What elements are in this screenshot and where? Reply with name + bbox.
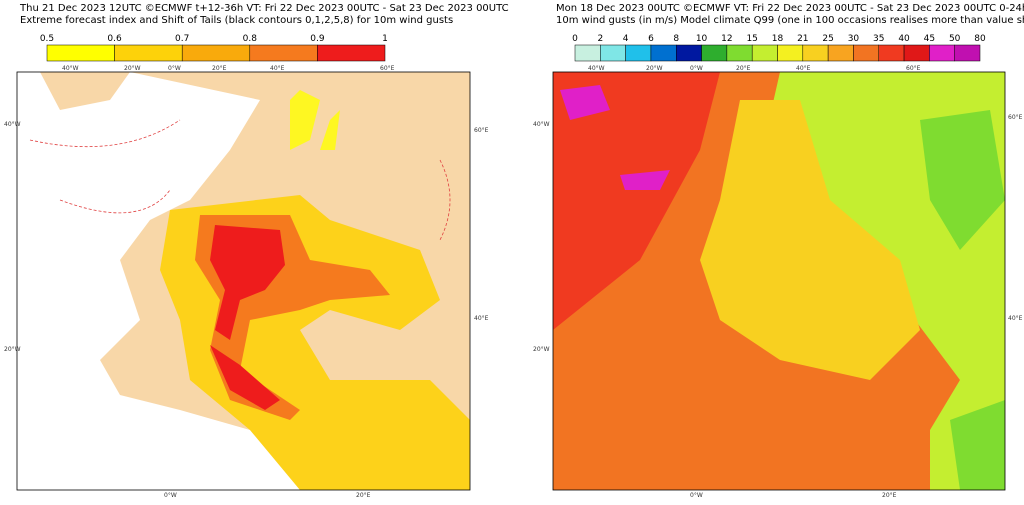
map-grid-label: 60°E <box>1008 114 1023 121</box>
colorbar-label: 0.5 <box>40 34 54 44</box>
map-grid-label: 0°W <box>168 65 181 72</box>
colorbar-segment <box>903 44 930 62</box>
colorbar-label: 4 <box>623 34 629 44</box>
colorbar-segment <box>878 44 905 62</box>
colorbar-segment <box>827 44 854 62</box>
map-grid-label: 40°W <box>62 65 79 72</box>
colorbar-label: 40 <box>898 34 910 44</box>
colorbar-label: 0.6 <box>107 34 122 44</box>
colorbar-segment <box>751 44 778 62</box>
header-line: 10m wind gusts (in m/s) Model climate Q9… <box>556 15 1024 26</box>
colorbar-label: 1 <box>382 34 388 44</box>
header-line: Thu 21 Dec 2023 12UTC ©ECMWF t+12-36h VT… <box>19 3 509 14</box>
colorbar-segment <box>249 44 318 62</box>
map-grid-label: 20°E <box>356 492 371 499</box>
map-grid-label: 0°W <box>690 65 703 72</box>
colorbar-label: 30 <box>848 34 860 44</box>
colorbar-segment <box>929 44 955 62</box>
colorbar-segment <box>650 44 677 62</box>
colorbar-label: 50 <box>949 34 961 44</box>
colorbar-label: 0.7 <box>175 34 189 44</box>
colorbar-segment <box>114 44 183 62</box>
map-grid-label: 20°E <box>736 65 751 72</box>
map-grid-label: 40°E <box>270 65 285 72</box>
colorbar-label: 2 <box>597 34 603 44</box>
colorbar-label: 6 <box>648 34 654 44</box>
map-grid-label: 40°E <box>1008 315 1023 322</box>
colorbar-label: 25 <box>822 34 833 44</box>
colorbar-label: 12 <box>721 34 732 44</box>
colorbar-segment <box>701 44 728 62</box>
colorbar-label: 10 <box>696 34 708 44</box>
colorbar-segment <box>574 44 601 62</box>
colorbar-label: 15 <box>746 34 757 44</box>
colorbar-segment <box>600 44 626 62</box>
map-grid-label: 0°W <box>690 492 703 499</box>
colorbar-segment <box>676 44 702 62</box>
colorbar-segment <box>181 44 251 62</box>
colorbar-segment <box>317 44 386 62</box>
map-grid-label: 40°W <box>4 121 21 128</box>
header-line: Mon 18 Dec 2023 00UTC ©ECMWF VT: Fri 22 … <box>556 3 1024 14</box>
colorbar-label: 35 <box>873 34 884 44</box>
map-grid-label: 20°W <box>124 65 141 72</box>
colorbar-segment <box>625 44 652 62</box>
colorbar-segment <box>777 44 804 62</box>
map-grid-label: 20°W <box>646 65 663 72</box>
colorbar-label: 0.8 <box>243 34 258 44</box>
colorbar-segment <box>46 44 115 62</box>
colorbar-segment <box>853 44 879 62</box>
colorbar-label: 8 <box>673 34 679 44</box>
efi-map <box>17 72 470 490</box>
map-grid-label: 40°W <box>588 65 605 72</box>
colorbar-label: 18 <box>772 34 784 44</box>
map-grid-label: 60°E <box>906 65 921 72</box>
map-grid-label: 60°E <box>380 65 395 72</box>
climate-map <box>553 72 1005 490</box>
map-grid-label: 40°W <box>533 121 550 128</box>
map-grid-label: 40°E <box>796 65 811 72</box>
map-grid-label: 60°E <box>474 127 489 134</box>
map-grid-label: 20°E <box>212 65 227 72</box>
colorbar-segment <box>954 44 981 62</box>
map-grid-label: 20°E <box>882 492 897 499</box>
colorbar-label: 21 <box>797 34 808 44</box>
map-grid-label: 40°E <box>474 315 489 322</box>
header-line: Extreme forecast index and Shift of Tail… <box>20 15 453 26</box>
colorbar-label: 45 <box>924 34 935 44</box>
colorbar-segment <box>802 44 829 62</box>
colorbar-label: 0 <box>572 34 578 44</box>
map-grid-label: 0°W <box>164 492 177 499</box>
colorbar-segment <box>726 44 753 62</box>
map-grid-label: 20°W <box>533 346 550 353</box>
map-grid-label: 20°W <box>4 346 21 353</box>
colorbar-label: 80 <box>974 34 986 44</box>
colorbar-label: 0.9 <box>310 34 325 44</box>
